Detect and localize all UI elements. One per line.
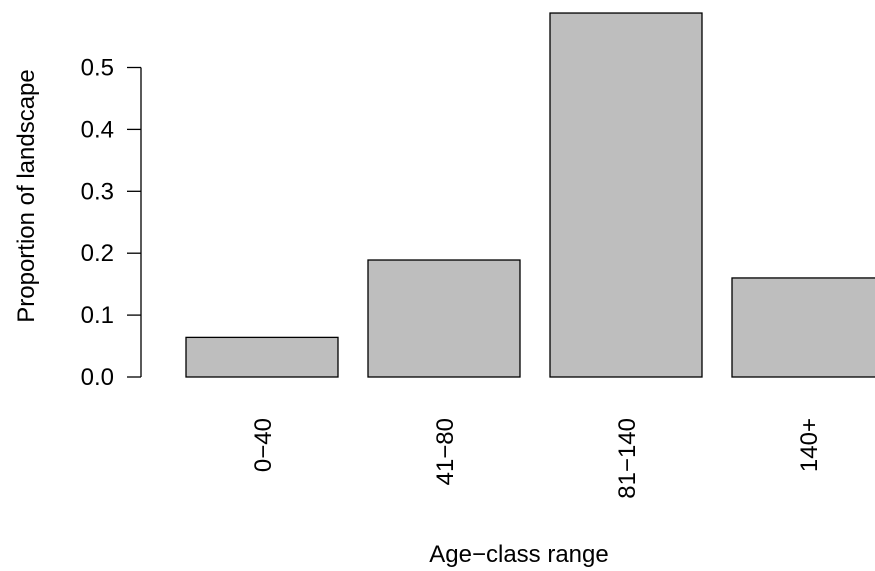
bars: [185, 12, 875, 378]
x-category-label: 81−140: [614, 418, 641, 499]
bar-2: [367, 259, 521, 378]
y-tick-label: 0.5: [81, 55, 114, 82]
y-tick-label: 0.2: [81, 240, 114, 267]
y-tick-label: 0.3: [81, 178, 114, 205]
x-axis-title: Age−class range: [429, 541, 608, 568]
bar-1: [185, 336, 339, 378]
y-axis-title: Proportion of landscape: [13, 69, 40, 323]
y-tick-label: 0.1: [81, 302, 114, 329]
y-tick-label: 0.4: [81, 116, 114, 143]
y-axis: 0.0 0.1 0.2 0.3 0.4 0.5: [81, 55, 142, 391]
x-category-label: 41−80: [432, 418, 459, 485]
y-tick-label: 0.0: [81, 364, 114, 391]
bar-3: [549, 12, 703, 378]
x-category-label: 0−40: [250, 418, 277, 472]
x-category-labels: 0−40 41−80 81−140 140+: [250, 418, 823, 499]
bar-4: [731, 277, 875, 378]
x-category-label: 140+: [796, 418, 823, 472]
